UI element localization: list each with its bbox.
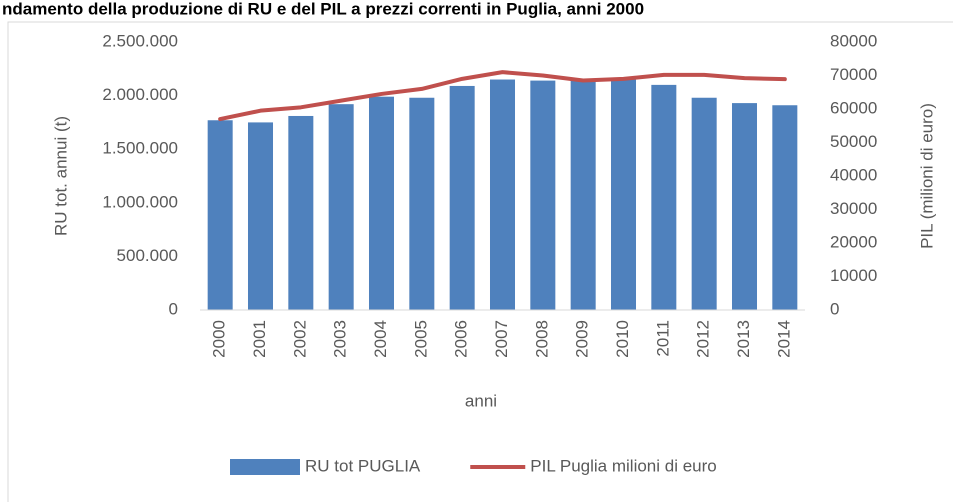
y-tick-label: 500.000 — [117, 246, 178, 265]
x-tick-label: 2013 — [734, 320, 753, 358]
x-tick-label: 2011 — [653, 320, 672, 357]
bar — [288, 115, 314, 310]
y2-tick-label: 20000 — [830, 232, 877, 251]
bar — [691, 97, 717, 310]
chart-title: ndamento della produzione di RU e del PI… — [2, 0, 644, 18]
y-tick-label: 2.000.000 — [102, 85, 178, 104]
y2-axis-title: PIL (milioni di euro) — [917, 103, 936, 249]
x-tick-label: 2014 — [774, 320, 793, 358]
bar — [449, 85, 475, 311]
legend-swatch — [230, 459, 300, 475]
bar — [207, 120, 233, 310]
bar — [489, 79, 516, 311]
bar — [731, 103, 758, 310]
line-series — [218, 70, 787, 122]
x-tick-label: 2012 — [694, 320, 713, 358]
y-tick-label: 1.500.000 — [102, 139, 178, 158]
x-tick-label: 2005 — [411, 320, 430, 358]
y2-tick-label: 10000 — [830, 266, 877, 285]
y2-tick-label: 40000 — [830, 165, 877, 184]
y-tick-label: 2.500.000 — [102, 31, 178, 50]
x-tick-label: 2007 — [492, 320, 511, 358]
y-tick-label: 0 — [169, 299, 178, 318]
legend-label: RU tot PUGLIA — [305, 456, 421, 475]
y2-tick-label: 0 — [830, 299, 839, 318]
bar — [570, 79, 596, 311]
legend-label: PIL Puglia milioni di euro — [530, 456, 716, 475]
y-axis-title: RU tot. annui (t) — [51, 116, 70, 236]
x-tick-label: 2009 — [573, 320, 592, 358]
bar — [368, 96, 395, 310]
x-axis-title: anni — [465, 391, 497, 410]
x-tick-label: 2000 — [210, 320, 229, 358]
x-tick-label: 2004 — [371, 320, 390, 358]
y2-tick-label: 30000 — [830, 199, 877, 218]
bar — [530, 80, 556, 310]
y2-tick-label: 60000 — [830, 98, 877, 117]
x-tick-label: 2010 — [613, 320, 632, 358]
x-tick-label: 2003 — [331, 320, 350, 358]
y2-tick-label: 80000 — [830, 31, 877, 50]
x-tick-label: 2002 — [290, 320, 309, 358]
bar — [610, 79, 637, 311]
x-tick-label: 2008 — [532, 320, 551, 358]
x-tick-label: 2006 — [452, 320, 471, 358]
bar — [409, 97, 435, 310]
x-tick-label: 2001 — [250, 320, 269, 358]
bar — [247, 122, 274, 311]
y-tick-label: 1.000.000 — [102, 192, 178, 211]
bar — [651, 84, 677, 310]
y2-tick-label: 50000 — [830, 132, 877, 151]
bar — [328, 104, 354, 311]
bar — [772, 105, 798, 310]
y2-tick-label: 70000 — [830, 65, 877, 84]
